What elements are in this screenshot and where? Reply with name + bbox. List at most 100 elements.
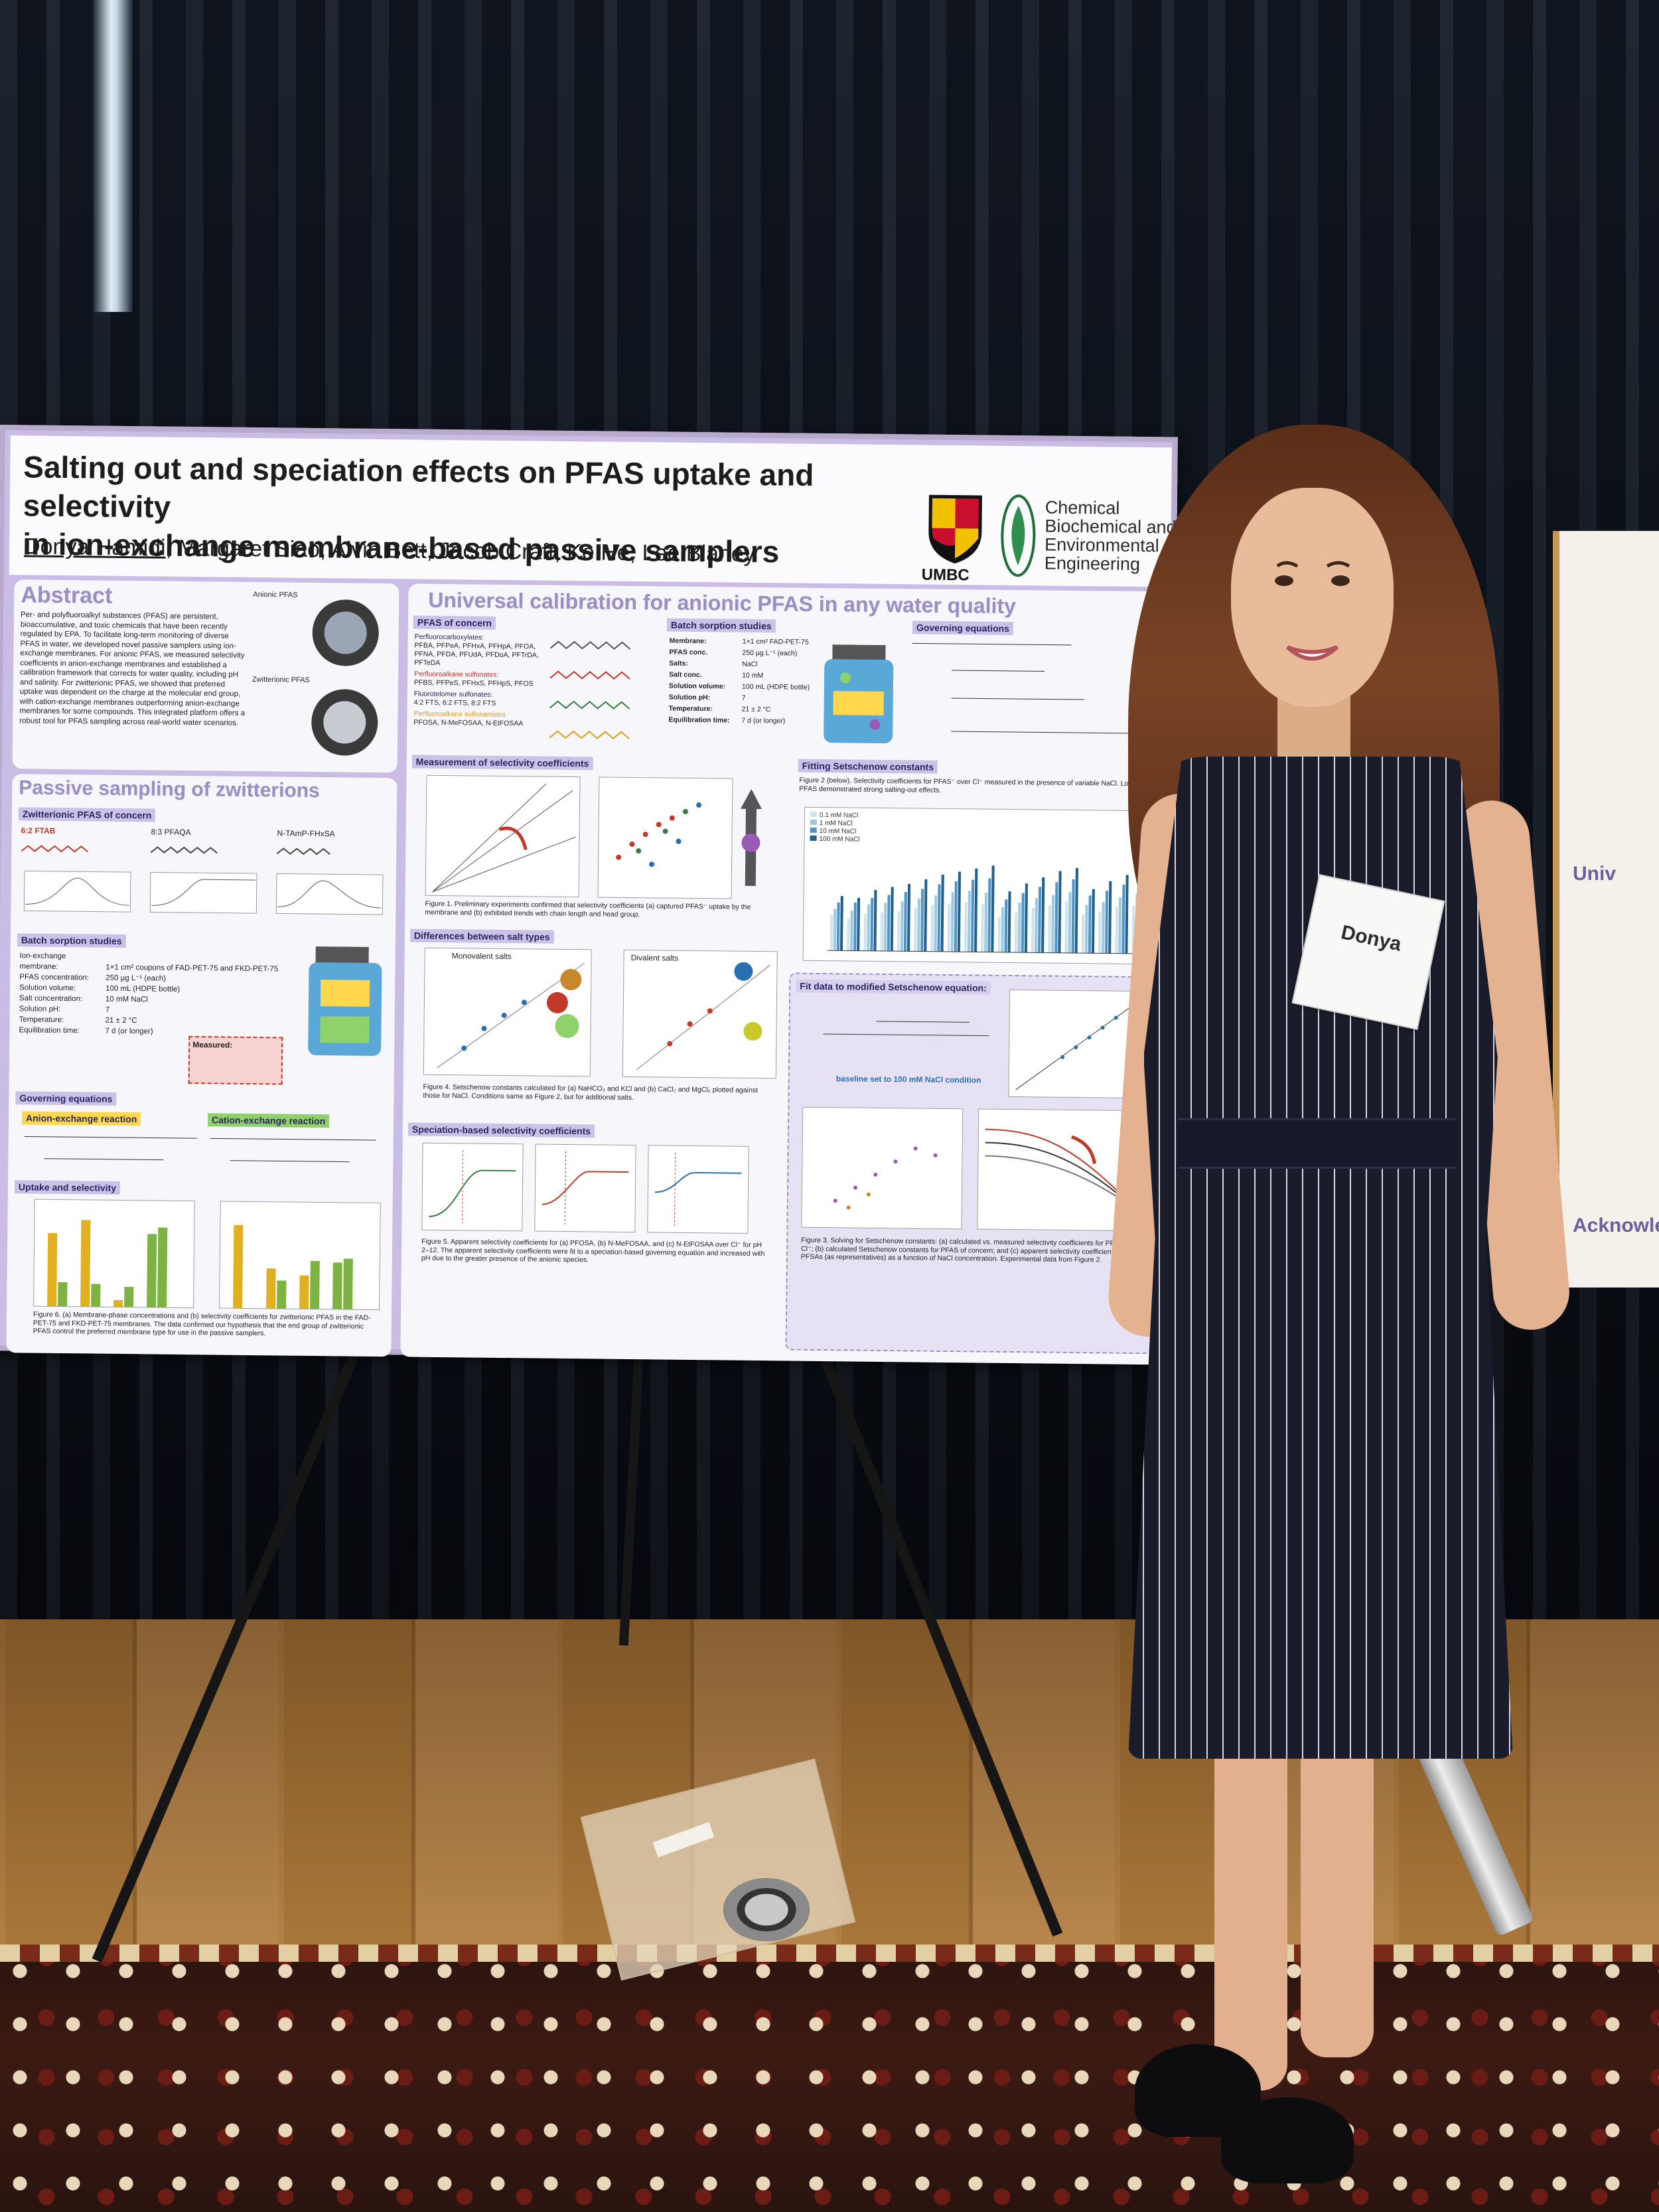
baseline-label: baseline set to 100 mM NaCl condition (835, 1074, 981, 1085)
chart-bar (47, 1232, 58, 1306)
department-logo-icon (1001, 494, 1036, 577)
pfas-group-members: PFBA, PFPeA, PFHxA, PFHpA, PFOA, PFNA, P… (414, 641, 539, 667)
zwitterion-equations (24, 1136, 376, 1163)
chart-bar (850, 911, 853, 951)
zwitterions-batch-table: Ion-exchange membrane: 1×1 cm² coupons of… (19, 950, 285, 1038)
chart-bar (836, 902, 840, 951)
pfas-group-members: PFBS, PFPeS, PFHxS, PFHpS, PFOS (413, 678, 534, 688)
batch-label: Equilibration time: (19, 1026, 80, 1035)
batch-value: 7 d (or longer) (741, 716, 786, 725)
chart-bar (1102, 902, 1105, 954)
research-poster: Salting out and speciation effects on PF… (0, 425, 1178, 1365)
person-leg (1301, 1745, 1374, 2057)
department-line: Environmental (1045, 534, 1159, 556)
chart-bar (833, 909, 837, 951)
poster-title-line: Salting out and speciation effects on PF… (23, 449, 814, 524)
chart-bar (839, 896, 843, 951)
chart-bar (957, 871, 962, 952)
batch-label: Temperature: (668, 704, 713, 713)
batch-label: Solution pH: (668, 693, 711, 702)
umbc-shield-icon (928, 494, 982, 564)
chart-bar (924, 879, 928, 952)
chart-bar (897, 911, 901, 952)
chart-bar (981, 904, 984, 952)
batch-value: 250 µg L⁻¹ (each) (742, 648, 798, 658)
zwitterions-equations-subhead: Governing equations (15, 1091, 117, 1106)
zwitterionic-pfas-label: Zwitterionic PFAS (252, 676, 310, 684)
speciation-subhead: Speciation-based selectivity coefficient… (407, 1122, 595, 1138)
figure-5c (647, 1145, 749, 1234)
chart-bar (1058, 871, 1062, 953)
x-axis (827, 950, 1155, 954)
measured-label: Measured: (188, 1036, 283, 1085)
chart-bar (997, 917, 1001, 952)
batch-label: Temperature: (19, 1015, 64, 1025)
figure-3b (801, 1106, 964, 1230)
batch-label: Membrane: (669, 636, 707, 646)
universal-batch-subhead: Batch sorption studies (666, 618, 776, 633)
chart-bar (830, 915, 833, 951)
batch-value: 10 mM (742, 671, 764, 680)
chart-bar (1084, 905, 1088, 954)
figure-1-caption: Figure 1. Preliminary experiments confir… (425, 899, 751, 919)
chart-bar (1048, 905, 1051, 953)
coauthors: , Margaret Siao, Alvin Bett, Jacob Craft… (165, 535, 755, 567)
batch-row: Ion-exchange membrane: 1×1 cm² coupons of… (19, 950, 285, 974)
chart-bar (277, 1280, 287, 1309)
chart-bar (1038, 887, 1042, 953)
chart-bar (991, 865, 995, 952)
batch-value: 1×1 cm² coupons of FAD-PET-75 and FKD-PE… (106, 963, 279, 974)
figure-3-caption: Figure 3. Solving for Setschenow constan… (800, 1236, 1143, 1264)
chart-bar (1034, 898, 1038, 953)
fit-label: Fit data to modified Setschenow equation… (796, 979, 991, 995)
chart-bar (1064, 901, 1068, 953)
zwitterions-panel: Passive sampling of zwitterions Zwitteri… (6, 774, 397, 1357)
universal-batch-table: Membrane: 1×1 cm² FAD-PET-75 PFAS conc. 25… (668, 636, 835, 728)
chart-bar (987, 878, 991, 952)
divalent-label: Divalent salts (630, 952, 679, 963)
chart-bar (1108, 881, 1112, 954)
batch-value: 100 mL (HDPE bottle) (741, 682, 810, 692)
chart-bar (1051, 895, 1055, 953)
name-badge-name: Donya (1339, 921, 1404, 956)
zwitterion-speciation-plots (21, 845, 384, 915)
chart-bar (954, 881, 958, 952)
batch-value: NaCl (742, 660, 758, 668)
chart-bar (917, 898, 921, 952)
universal-calibration-panel: Universal calibration for anionic PFAS i… (400, 583, 1172, 1365)
chart-bar (880, 912, 884, 951)
chart-bar (900, 901, 904, 952)
chart-bar (1091, 889, 1095, 954)
batch-label: Equilibration time: (668, 715, 730, 725)
cation-exchange-label: Cation-exchange reaction (207, 1113, 330, 1128)
figure-4a: Monovalent salts (423, 947, 592, 1077)
chart-bar (947, 903, 951, 952)
dress-waistband (1178, 1118, 1457, 1169)
window-light-strip (93, 0, 133, 312)
anionic-pfas-label: Anionic PFAS (253, 591, 298, 599)
chart-bar (1014, 912, 1018, 953)
chart-bar (920, 889, 924, 952)
batch-label: PFAS concentration: (19, 973, 90, 982)
chart-bar (934, 895, 938, 952)
abstract-text: Per- and polyfluoroalkyl substances (PFA… (19, 611, 246, 727)
chart-bar (1068, 892, 1072, 953)
chart-bar (1088, 895, 1092, 954)
chart-bar (890, 887, 894, 952)
zwitterions-title: Passive sampling of zwitterions (19, 776, 320, 802)
chart-bar (930, 905, 934, 952)
chart-bar (1031, 907, 1035, 953)
measurement-subhead: Measurement of selectivity coefficients (411, 755, 593, 771)
chart-bar (883, 903, 887, 952)
passive-sampler-device (723, 1878, 810, 1941)
chart-bar (873, 890, 877, 951)
pfas-group-members: PFOSA, N-MeFOSAA, N-EtFOSAA (413, 718, 524, 728)
batch-label: Solution volume: (19, 984, 76, 993)
pfas-concern-list: Perfluorocarboxylates: PFBA, PFPeA, PFHx… (413, 633, 547, 729)
chart-bar (157, 1227, 168, 1307)
side-poster-heading: Acknowle (1573, 1215, 1659, 1236)
batch-value: 10 mM NaCl (105, 995, 148, 1004)
universal-equations (912, 642, 1157, 734)
chart-bar (937, 884, 941, 952)
chart-bar (906, 883, 911, 952)
